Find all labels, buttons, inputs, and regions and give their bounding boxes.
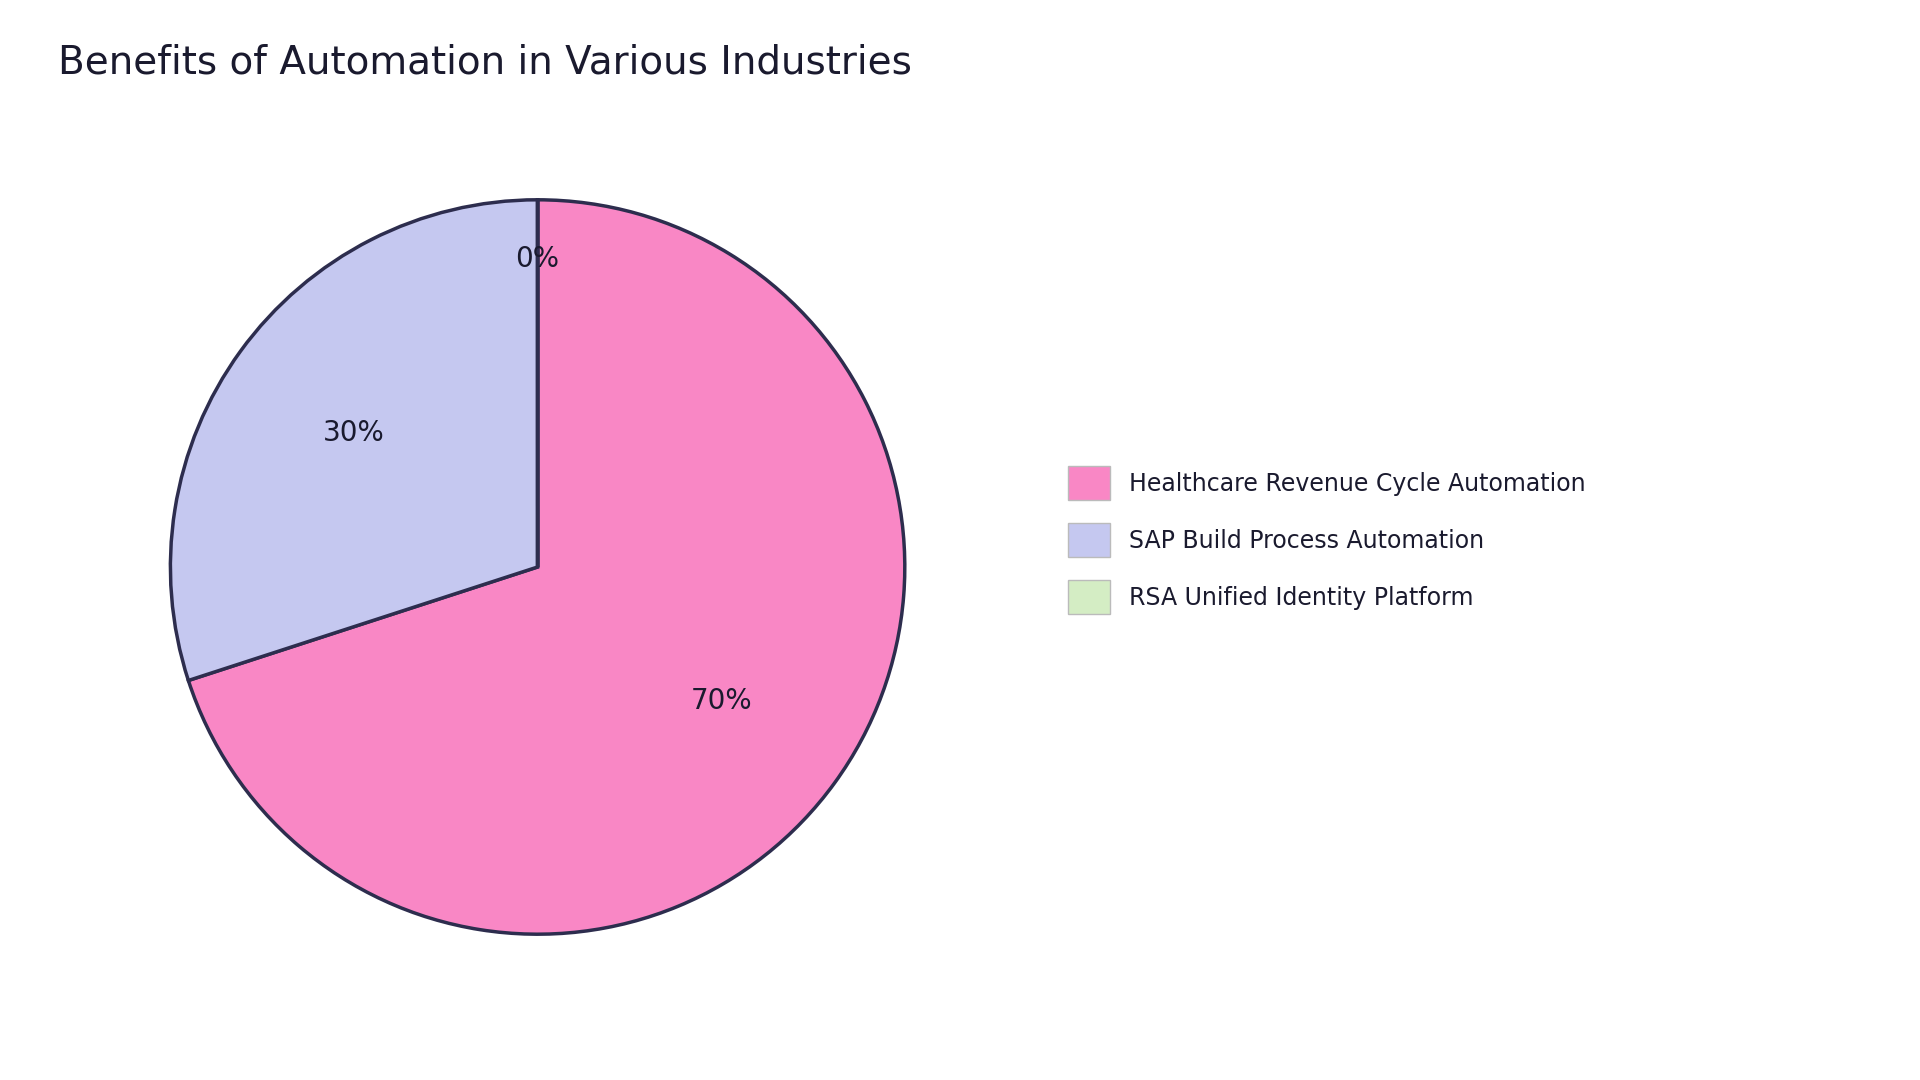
- Wedge shape: [188, 200, 904, 934]
- Text: 30%: 30%: [323, 419, 384, 447]
- Text: 70%: 70%: [691, 687, 753, 715]
- Text: 0%: 0%: [516, 244, 559, 272]
- Legend: Healthcare Revenue Cycle Automation, SAP Build Process Automation, RSA Unified I: Healthcare Revenue Cycle Automation, SAP…: [1068, 467, 1586, 613]
- Text: Benefits of Automation in Various Industries: Benefits of Automation in Various Indust…: [58, 43, 912, 81]
- Wedge shape: [171, 200, 538, 680]
